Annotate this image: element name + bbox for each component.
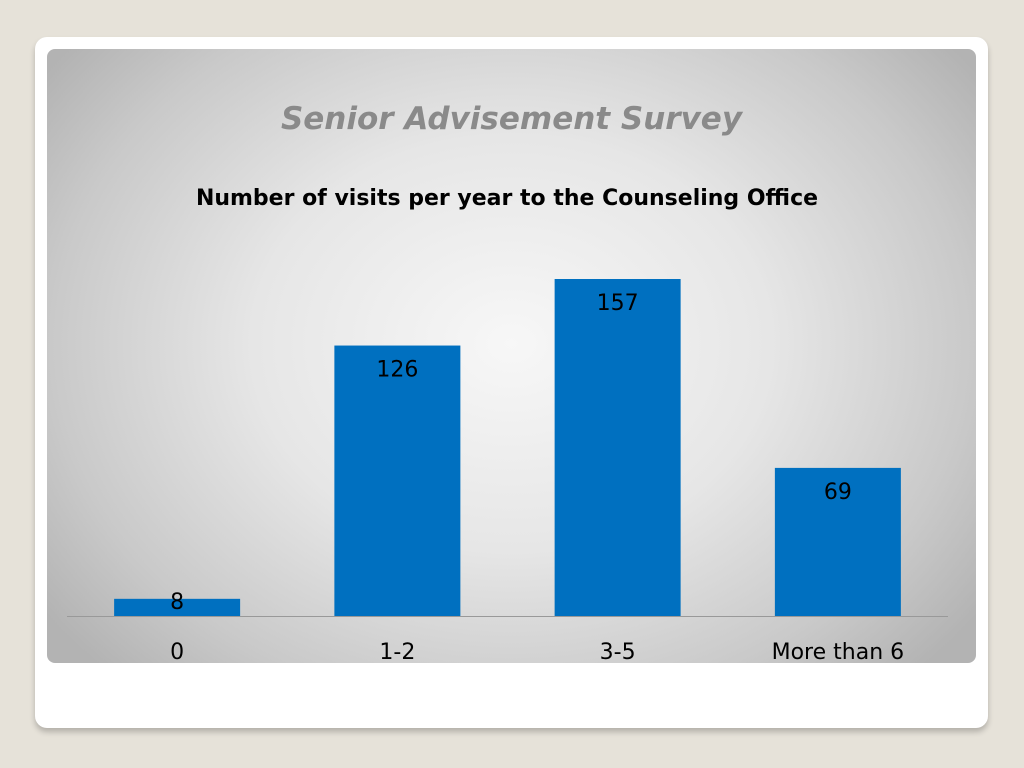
data-label-2: 157 — [597, 291, 639, 316]
bar-0 — [114, 598, 241, 616]
bar-3 — [774, 467, 901, 616]
slide: Senior Advisement Survey Number of visit… — [35, 37, 988, 728]
data-label-1: 126 — [376, 358, 418, 383]
bar-1 — [334, 345, 461, 616]
category-label-3: More than 6 — [772, 640, 905, 663]
data-label-3: 69 — [824, 480, 852, 505]
category-label-0: 0 — [170, 640, 184, 663]
chart-title: Number of visits per year to the Counsel… — [195, 186, 819, 211]
category-label-1: 1-2 — [379, 640, 415, 663]
bar-chart: 8 0 126 1-2 157 3-5 69 More than 6 — [67, 279, 948, 663]
bar-2 — [554, 279, 681, 616]
chart-area: Senior Advisement Survey Number of visit… — [47, 49, 976, 663]
category-label-2: 3-5 — [600, 640, 636, 663]
slide-title: Senior Advisement Survey — [280, 101, 743, 137]
data-label-0: 8 — [170, 590, 184, 615]
